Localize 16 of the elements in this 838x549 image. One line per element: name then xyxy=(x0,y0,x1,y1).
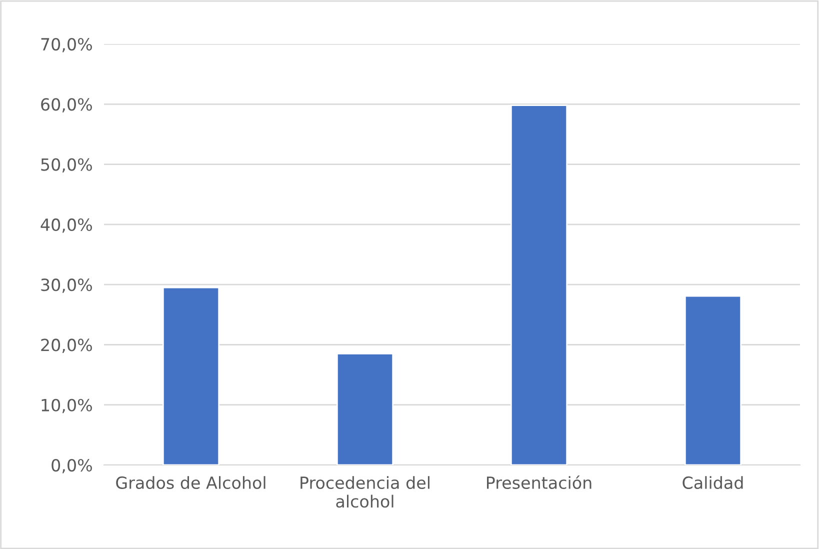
y-tick-label: 0,0% xyxy=(52,458,92,474)
x-tick-label: Presentación xyxy=(486,475,592,490)
bar xyxy=(336,353,394,465)
y-tick-label: 20,0% xyxy=(41,338,92,353)
y-tick-label: 50,0% xyxy=(41,158,92,173)
x-tick-label: Calidad xyxy=(682,476,743,490)
x-tick-label: Grados de Alcohol xyxy=(116,476,266,490)
y-tick-label: 60,0% xyxy=(41,98,92,112)
bar xyxy=(162,286,220,465)
y-tick-label: 40,0% xyxy=(40,218,92,233)
y-tick-label: 70,0% xyxy=(41,38,92,52)
x-tick-label: Procedencia del alcohol xyxy=(300,476,430,508)
bar xyxy=(684,295,742,465)
y-tick-label: 30,0% xyxy=(41,278,92,293)
y-tick-label: 10,0% xyxy=(42,398,92,414)
bar xyxy=(510,104,568,465)
